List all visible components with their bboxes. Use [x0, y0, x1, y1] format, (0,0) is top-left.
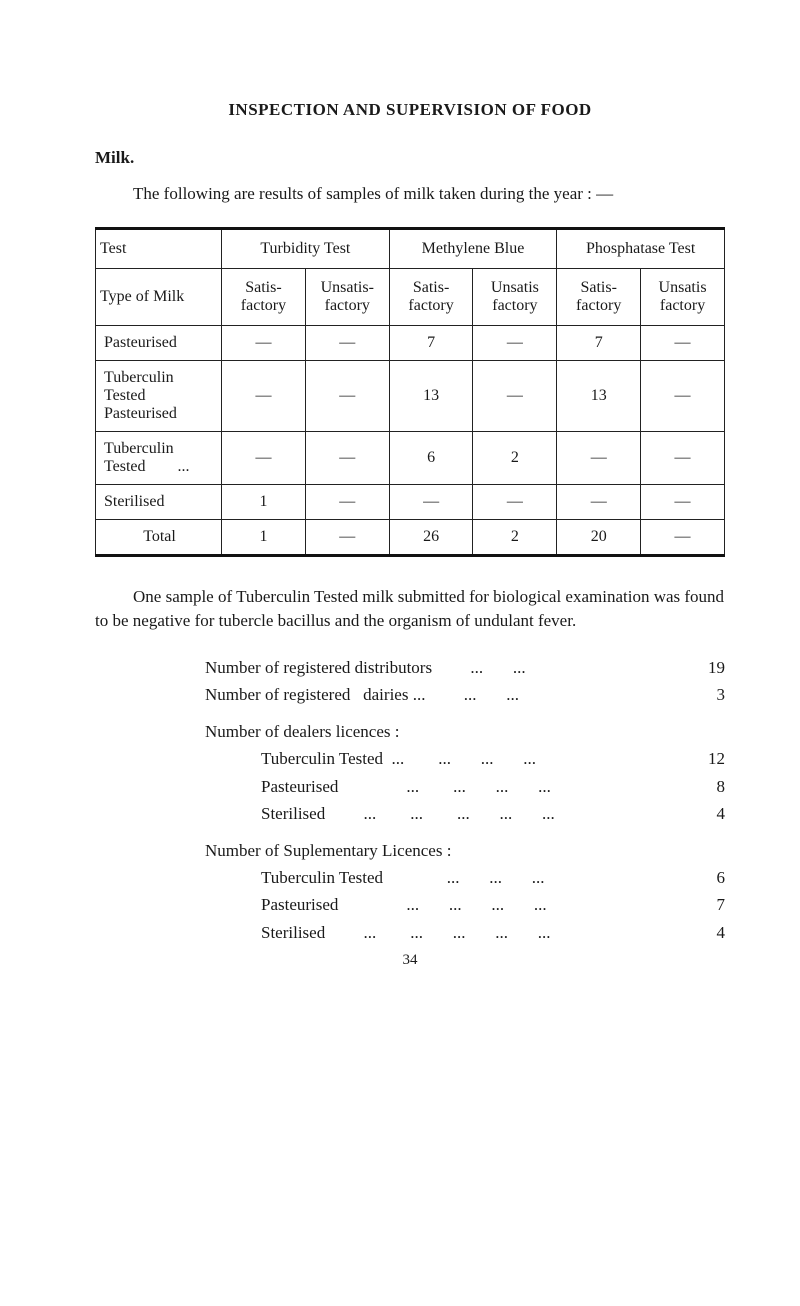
cell: 1 — [222, 484, 306, 519]
th-type: Type of Milk — [96, 268, 222, 325]
list-subhead: Number of dealers licences : — [205, 718, 725, 745]
list-label: Pasteurised ... ... ... ... — [261, 773, 689, 800]
cell: 20 — [557, 519, 641, 555]
cell: — — [305, 431, 389, 484]
list-value: 3 — [689, 681, 725, 708]
list-item: Pasteurised ... ... ... ... 8 — [205, 773, 725, 800]
cell: — — [222, 325, 306, 360]
stats-list: Number of registered distributors ... ..… — [205, 654, 725, 946]
row-name: Tuberculin Tested ... — [96, 431, 222, 484]
list-item: Number of registered dairies ... ... ...… — [205, 681, 725, 708]
subheading-milk: Milk. — [95, 148, 725, 168]
cell: — — [305, 484, 389, 519]
table-row: Tuberculin Tested ... — — 6 2 — — — [96, 431, 725, 484]
th-sat-3: Satis- factory — [557, 268, 641, 325]
main-heading: INSPECTION AND SUPERVISION OF FOOD — [95, 100, 725, 120]
list-value: 4 — [689, 800, 725, 827]
page-number: 34 — [95, 952, 725, 969]
th-test: Test — [96, 228, 222, 268]
cell: 13 — [389, 360, 473, 431]
th-phosphatase: Phosphatase Test — [557, 228, 725, 268]
row-name: Total — [96, 519, 222, 555]
list-value: 8 — [689, 773, 725, 800]
table-row: Sterilised 1 — — — — — — [96, 484, 725, 519]
cell: 6 — [389, 431, 473, 484]
cell: — — [473, 484, 557, 519]
th-uns-3: Unsatis factory — [641, 268, 725, 325]
cell: 7 — [389, 325, 473, 360]
cell: 13 — [557, 360, 641, 431]
table-header-row-2: Type of Milk Satis- factory Unsatis- fac… — [96, 268, 725, 325]
th-methylene: Methylene Blue — [389, 228, 557, 268]
mid-paragraph: One sample of Tuberculin Tested milk sub… — [95, 585, 725, 634]
list-item: Pasteurised ... ... ... ... 7 — [205, 891, 725, 918]
list-label: Number of registered dairies ... ... ... — [205, 681, 689, 708]
th-turbidity: Turbidity Test — [222, 228, 390, 268]
cell: 1 — [222, 519, 306, 555]
cell: — — [641, 431, 725, 484]
cell: — — [222, 360, 306, 431]
cell: — — [389, 484, 473, 519]
list-value: 12 — [689, 745, 725, 772]
list-value: 6 — [689, 864, 725, 891]
cell: — — [305, 519, 389, 555]
list-value: 7 — [689, 891, 725, 918]
cell: 7 — [557, 325, 641, 360]
list-value: 4 — [689, 919, 725, 946]
list-label: Sterilised ... ... ... ... ... — [261, 800, 689, 827]
list-subhead: Number of Suplementary Licences : — [205, 837, 725, 864]
table-row-total: Total 1 — 26 2 20 — — [96, 519, 725, 555]
cell: — — [641, 325, 725, 360]
th-uns-2: Unsatis factory — [473, 268, 557, 325]
table-row: Pasteurised — — 7 — 7 — — [96, 325, 725, 360]
list-label: Tuberculin Tested ... ... ... — [261, 864, 689, 891]
list-item: Number of registered distributors ... ..… — [205, 654, 725, 681]
th-sat-2: Satis- factory — [389, 268, 473, 325]
list-label: Number of registered distributors ... ..… — [205, 654, 689, 681]
list-item: Sterilised ... ... ... ... ... 4 — [205, 919, 725, 946]
cell: — — [557, 484, 641, 519]
cell: 2 — [473, 519, 557, 555]
list-item: Sterilised ... ... ... ... ... 4 — [205, 800, 725, 827]
row-name: Pasteurised — [96, 325, 222, 360]
cell: 26 — [389, 519, 473, 555]
list-value: 19 — [689, 654, 725, 681]
cell: — — [557, 431, 641, 484]
list-item: Tuberculin Tested ... ... ... ... 12 — [205, 745, 725, 772]
page-root: INSPECTION AND SUPERVISION OF FOOD Milk.… — [0, 0, 800, 1029]
cell: — — [641, 360, 725, 431]
th-sat-1: Satis- factory — [222, 268, 306, 325]
table-row: Tuberculin Tested Pasteurised — — 13 — 1… — [96, 360, 725, 431]
table-header-row-1: Test Turbidity Test Methylene Blue Phosp… — [96, 228, 725, 268]
th-uns-1: Unsatis- factory — [305, 268, 389, 325]
row-name: Sterilised — [96, 484, 222, 519]
list-item: Tuberculin Tested ... ... ... 6 — [205, 864, 725, 891]
list-label: Sterilised ... ... ... ... ... — [261, 919, 689, 946]
cell: — — [473, 360, 557, 431]
milk-results-table: Test Turbidity Test Methylene Blue Phosp… — [95, 227, 725, 557]
cell: — — [222, 431, 306, 484]
list-label: Pasteurised ... ... ... ... — [261, 891, 689, 918]
cell: 2 — [473, 431, 557, 484]
cell: — — [641, 519, 725, 555]
list-label: Tuberculin Tested ... ... ... ... — [261, 745, 689, 772]
cell: — — [473, 325, 557, 360]
row-name: Tuberculin Tested Pasteurised — [96, 360, 222, 431]
intro-paragraph: The following are results of samples of … — [95, 182, 725, 207]
cell: — — [641, 484, 725, 519]
cell: — — [305, 360, 389, 431]
cell: — — [305, 325, 389, 360]
